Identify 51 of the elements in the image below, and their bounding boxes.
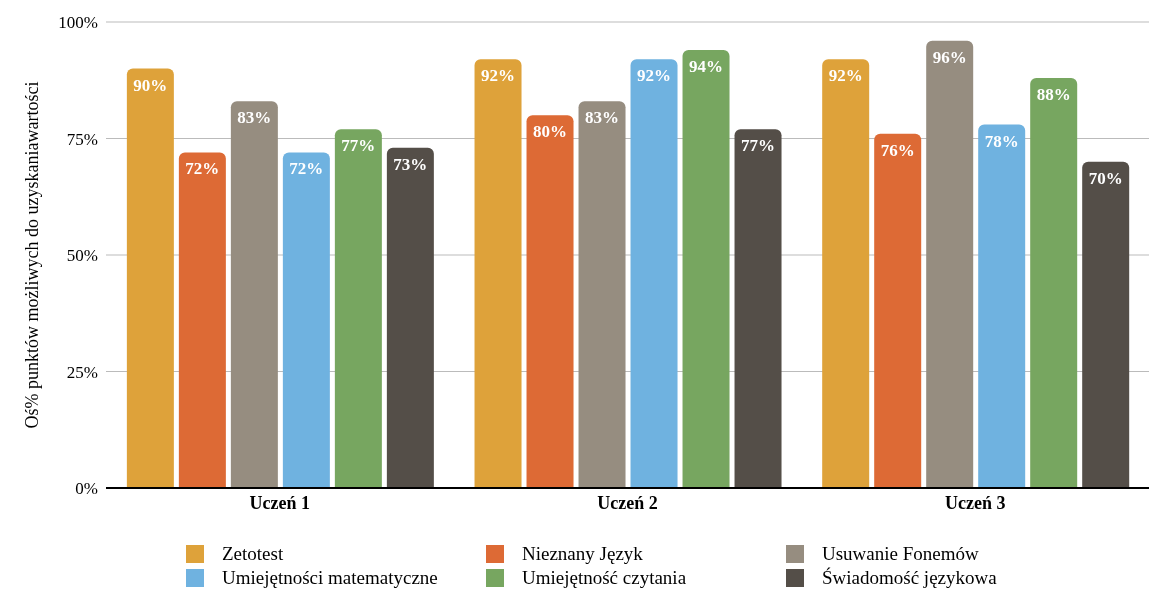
bar bbox=[178, 152, 226, 488]
data-label: 80% bbox=[533, 122, 568, 142]
bar bbox=[126, 68, 174, 488]
data-label: 72% bbox=[289, 159, 324, 179]
bar bbox=[386, 147, 434, 488]
bar bbox=[578, 101, 626, 488]
y-tick-label: 75% bbox=[66, 129, 98, 149]
data-label: 72% bbox=[185, 159, 220, 179]
data-label: 92% bbox=[828, 66, 863, 86]
data-label: 90% bbox=[133, 75, 168, 95]
bar bbox=[734, 129, 782, 488]
y-tick-label: 100% bbox=[58, 13, 98, 33]
data-label: 83% bbox=[237, 108, 272, 128]
bar bbox=[822, 59, 870, 488]
y-tick-label: 25% bbox=[66, 362, 98, 382]
bar bbox=[474, 59, 522, 488]
legend-label: Usuwanie Fonemów bbox=[822, 543, 979, 565]
x-tick-label: Uczeń 1 bbox=[249, 492, 311, 513]
data-label: 94% bbox=[689, 56, 724, 76]
bar bbox=[1082, 161, 1130, 488]
data-label: 88% bbox=[1036, 84, 1071, 104]
bar bbox=[334, 129, 382, 488]
legend-label: Zetotest bbox=[222, 543, 284, 565]
data-label: 92% bbox=[637, 66, 672, 86]
bar bbox=[230, 101, 278, 488]
x-tick-label: Uczeń 3 bbox=[944, 492, 1006, 513]
data-label: 77% bbox=[741, 136, 776, 156]
y-tick-label: 50% bbox=[66, 246, 98, 266]
data-label: 92% bbox=[481, 66, 516, 86]
data-label: 77% bbox=[341, 136, 376, 156]
data-label: 83% bbox=[585, 108, 620, 128]
bar bbox=[526, 115, 574, 488]
data-label: 96% bbox=[932, 47, 967, 67]
bar bbox=[978, 124, 1026, 488]
legend-label: Świadomość językowa bbox=[822, 567, 997, 589]
legend-label: Umiejętność czytania bbox=[522, 567, 687, 589]
bar bbox=[282, 152, 330, 488]
data-label: 73% bbox=[393, 154, 428, 174]
y-tick-label: 0% bbox=[75, 479, 98, 499]
data-label: 70% bbox=[1088, 168, 1123, 188]
data-label: 78% bbox=[984, 131, 1019, 151]
bar bbox=[874, 133, 922, 488]
legend-label: Nieznany Język bbox=[522, 543, 643, 565]
bar bbox=[682, 49, 730, 488]
legend-label: Umiejętności matematyczne bbox=[222, 567, 438, 589]
bar bbox=[630, 59, 678, 488]
data-label: 76% bbox=[880, 140, 915, 160]
x-tick-label: Uczeń 2 bbox=[597, 492, 658, 513]
y-axis-title: Oś% punktów możliwych do uzyskaniawartości bbox=[22, 81, 43, 429]
bar bbox=[1030, 77, 1078, 488]
bar bbox=[926, 40, 974, 488]
